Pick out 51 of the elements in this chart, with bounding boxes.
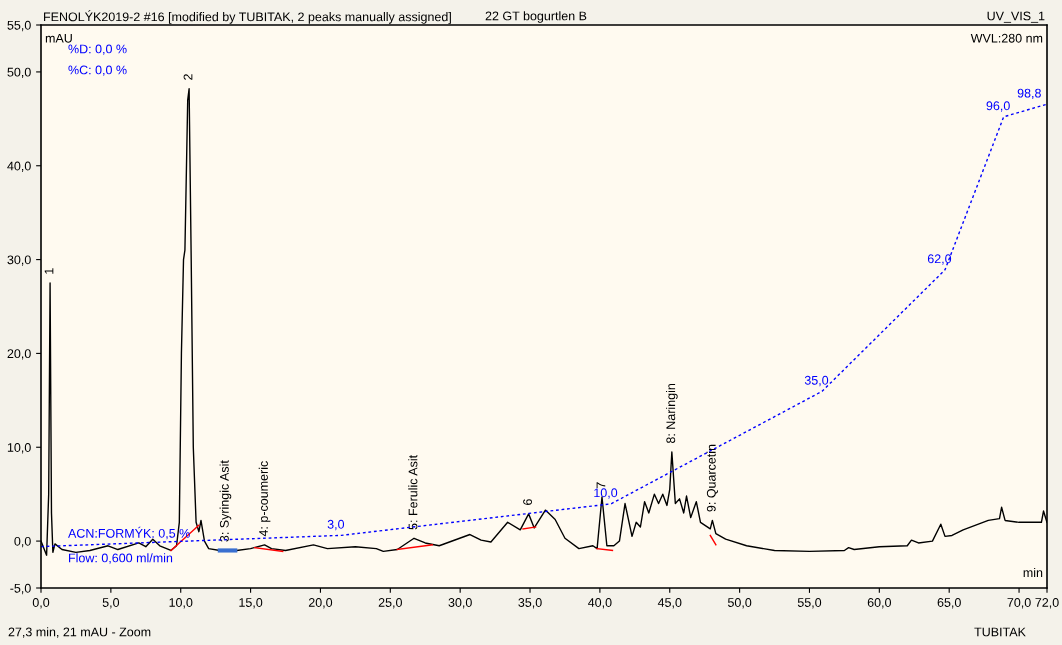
x-tick-label: 45,0	[657, 598, 682, 609]
data-label: 35,0	[804, 375, 829, 387]
annotation: 8: Naringin	[666, 383, 678, 444]
annotation: ACN:FORMÝK: 0,5 %	[68, 526, 190, 540]
y-tick-label: 20,0	[7, 349, 31, 360]
x-tick-label: 55,0	[797, 598, 822, 609]
annotation: 4: p-coumeric	[258, 461, 271, 537]
x-axis-title: min	[1023, 567, 1043, 577]
annotation: WVL:280 nm	[970, 33, 1043, 43]
y-tick-label: 0,0	[14, 536, 31, 548]
x-tick-label: 60,0	[867, 598, 892, 609]
annotation: 6	[523, 499, 532, 505]
text: UV_VIS_1	[987, 11, 1045, 23]
chart-title: FENOLÝK2019-2 #16 [modified by TUBITAK, 2 peaks manually assigned]	[44, 10, 451, 24]
y-tick-label: 55,0	[7, 20, 31, 32]
text: TUBITAK	[974, 627, 1026, 637]
x-tick-label: 30,0	[448, 598, 472, 609]
chart-subtitle: 22 GT bogurtlen B	[485, 11, 587, 23]
x-tick-label: 20,0	[308, 598, 333, 609]
x-tick-label: 72,0	[1035, 598, 1059, 609]
x-tick-label: 15,0	[239, 598, 263, 609]
x-tick-label: 0,0	[32, 598, 50, 609]
annotation: %C: 0,0 %	[68, 65, 127, 76]
y-tick-label: 10,0	[7, 443, 31, 454]
annotation: 2	[183, 74, 193, 80]
annotation: 5: Ferulic Asit	[408, 455, 418, 530]
data-label: 3,0	[327, 519, 345, 531]
annotation: 7	[596, 482, 606, 489]
annotation: 3: Syringic Asit	[219, 460, 232, 542]
annotation: 1	[44, 268, 54, 274]
annotation: 9: Quarcetin	[706, 444, 718, 512]
text: 27,3 min, 21 mAU - Zoom	[8, 627, 151, 638]
x-tick-label: 25,0	[378, 598, 402, 609]
data-label: 10,0	[594, 488, 618, 499]
annotation: Flow: 0,600 ml/min	[69, 553, 173, 564]
data-label: 96,0	[986, 101, 1010, 112]
x-tick-label: 50,0	[727, 598, 752, 609]
y-tick-label: 50,0	[7, 67, 31, 79]
x-tick-label: 10,0	[169, 598, 193, 609]
y-tick-label: 30,0	[7, 255, 31, 266]
y-axis-title: mAU	[45, 33, 72, 43]
y-tick-label: -5,0	[10, 583, 31, 595]
data-label: 98,8	[1017, 88, 1041, 100]
y-tick-label: 40,0	[7, 161, 31, 172]
data-label: 62,0	[927, 254, 952, 265]
x-tick-label: 35,0	[518, 598, 542, 609]
x-tick-label: 65,0	[937, 598, 961, 609]
x-tick-label: 70,0	[1007, 598, 1031, 609]
x-tick-label: 40,0	[588, 598, 612, 609]
annotation: %D: 0,0 %	[68, 44, 127, 55]
x-tick-label: 5,0	[102, 598, 120, 609]
